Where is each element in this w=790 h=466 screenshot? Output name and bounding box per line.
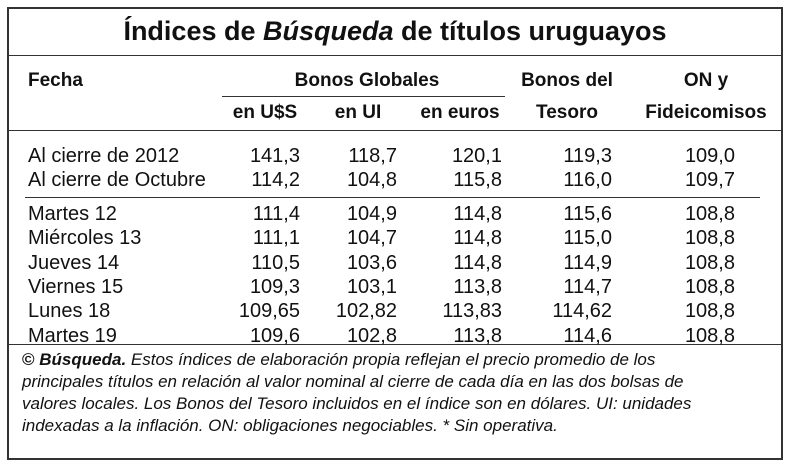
cell-value: 114,6 xyxy=(563,324,612,347)
cell-value: 102,82 xyxy=(335,300,397,323)
title-text: de títulos uruguayos xyxy=(393,16,667,46)
row-label: Al cierre de Octubre xyxy=(28,169,206,192)
header-label: Tesoro xyxy=(536,102,598,123)
cell-value: 118,7 xyxy=(348,145,397,167)
cell-value: 109,3 xyxy=(249,275,300,298)
cell-value: 114,62 xyxy=(552,300,612,323)
rule xyxy=(222,96,505,97)
header-label: ON y xyxy=(683,70,729,91)
cell-value: 116,0 xyxy=(563,169,612,192)
header-label: Fecha xyxy=(28,70,83,91)
cell-value: 141,3 xyxy=(249,145,300,167)
header-label: Fideicomisos xyxy=(645,102,767,123)
cell-value: 104,9 xyxy=(346,203,397,225)
footnote-text: Estos índices de elaboración propia refl… xyxy=(130,350,656,369)
row-label: Jueves 14 xyxy=(28,251,120,274)
cell-value: 114,8 xyxy=(453,227,502,250)
cell-value: 108,8 xyxy=(684,203,735,225)
header-label: Bonos del xyxy=(521,70,613,91)
cell-value: 115,0 xyxy=(563,227,612,250)
cell-value: 108,8 xyxy=(684,324,735,347)
cell-value: 119,3 xyxy=(563,145,612,167)
cell-value: 115,6 xyxy=(563,203,612,225)
row-label: Miércoles 13 xyxy=(28,227,142,250)
cell-value: 111,4 xyxy=(252,203,300,225)
rule xyxy=(9,344,781,345)
rule xyxy=(9,130,781,131)
title-text: Índices de xyxy=(123,16,263,46)
cell-value: 109,7 xyxy=(684,169,735,192)
cell-value: 113,8 xyxy=(453,275,502,298)
row-label: Martes 12 xyxy=(28,203,117,225)
header-label: en UI xyxy=(334,102,382,123)
footnote-line: principales títulos en relación al valor… xyxy=(22,372,684,391)
cell-value: 113,8 xyxy=(453,324,502,347)
row-label: Viernes 15 xyxy=(28,275,124,298)
cell-value: 108,8 xyxy=(684,300,735,323)
cell-value: 109,0 xyxy=(684,145,735,167)
footnote-line: indexadas a la inflación. ON: obligacion… xyxy=(22,416,558,435)
title-emphasis: Búsqueda xyxy=(263,16,394,46)
cell-value: 114,2 xyxy=(251,169,300,192)
header-label: en euros xyxy=(420,102,500,123)
row-label: Al cierre de 2012 xyxy=(28,145,180,167)
cell-value: 104,8 xyxy=(346,169,397,192)
cell-value: 108,8 xyxy=(684,275,735,298)
cell-value: 114,8 xyxy=(453,251,502,274)
header-label: en U$S xyxy=(232,102,298,123)
cell-value: 115,8 xyxy=(453,169,502,192)
cell-value: 103,1 xyxy=(346,275,397,298)
row-label: Martes 19 xyxy=(28,324,117,347)
cell-value: 108,8 xyxy=(684,251,735,274)
cell-value: 104,7 xyxy=(346,227,397,250)
footnote-line: valores locales. Los Bonos del Tesoro in… xyxy=(22,394,692,413)
rule xyxy=(25,197,760,198)
cell-value: 114,8 xyxy=(453,203,502,225)
row-label: Lunes 18 xyxy=(28,300,111,323)
frame xyxy=(7,7,783,460)
title: Índices de Búsqueda de títulos uruguayos xyxy=(0,16,790,47)
footnote-line: © Búsqueda. Estos índices de elaboración… xyxy=(22,350,655,370)
cell-value: 114,9 xyxy=(563,251,612,274)
cell-value: 109,6 xyxy=(249,324,300,347)
cell-value: 109,65 xyxy=(238,300,300,323)
cell-value: 110,5 xyxy=(251,251,300,274)
cell-value: 114,7 xyxy=(563,275,612,298)
cell-value: 102,8 xyxy=(346,324,397,347)
rule xyxy=(9,55,781,56)
header-label: Bonos Globales xyxy=(294,70,440,91)
cell-value: 111,1 xyxy=(252,227,300,250)
cell-value: 103,6 xyxy=(346,251,397,274)
cell-value: 113,83 xyxy=(442,300,502,323)
footnote-source: Búsqueda. xyxy=(39,350,127,369)
copyright-symbol: © xyxy=(22,350,35,369)
cell-value: 120,1 xyxy=(451,145,502,167)
cell-value: 108,8 xyxy=(684,227,735,250)
